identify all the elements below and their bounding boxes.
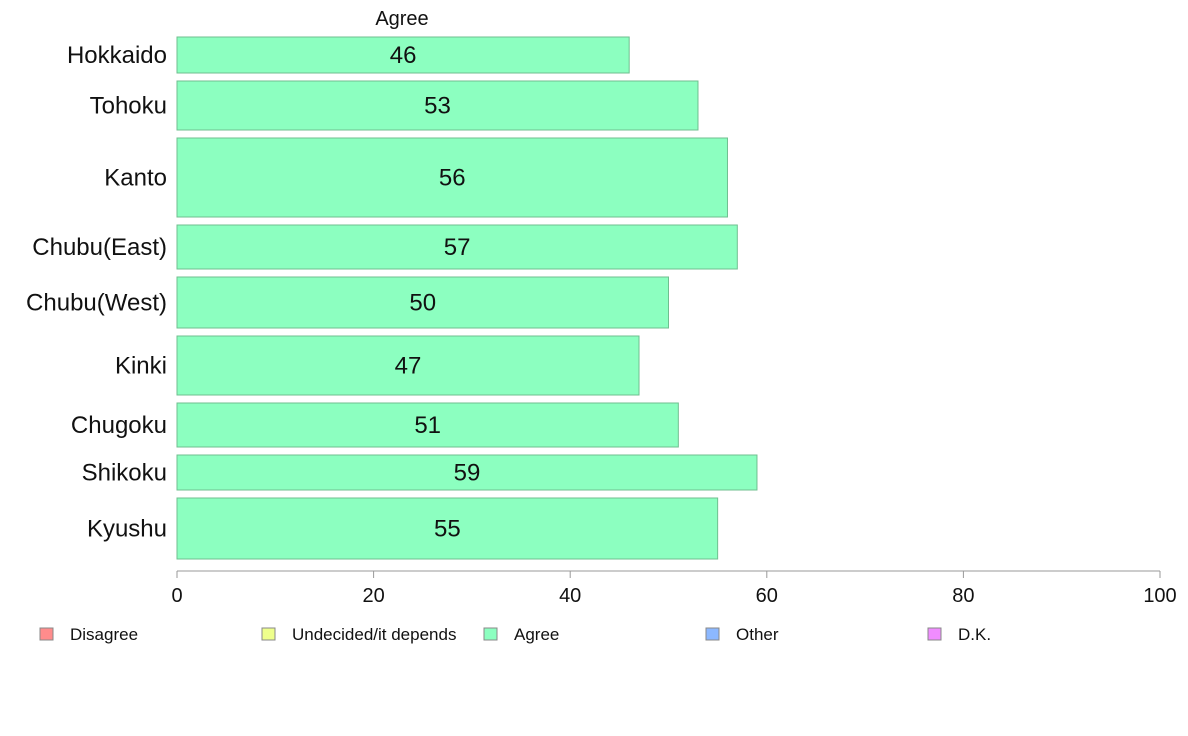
bar-chubu-east — [176, 224, 738, 270]
data-label: 59 — [454, 460, 481, 487]
bar-kyushu — [176, 497, 719, 560]
x-tick-label: 100 — [1143, 585, 1176, 607]
category-label: Hokkaido — [67, 42, 167, 69]
bar-kinki — [176, 335, 640, 396]
data-label: 51 — [414, 412, 441, 439]
chart-title: Agree — [375, 8, 428, 30]
data-label: 57 — [444, 234, 471, 261]
x-tick-label: 80 — [952, 585, 974, 607]
x-axis: 0 20 40 60 80 100 — [171, 570, 1177, 607]
category-label: Chubu(West) — [26, 290, 167, 317]
legend-swatch — [927, 627, 942, 641]
category-label: Chugoku — [71, 412, 167, 439]
bar-kanto — [176, 137, 728, 218]
bar-hokkaido — [176, 36, 630, 74]
bar-chubu-west — [176, 276, 669, 329]
bars-group: Hokkaido 46 Tohoku 53 Kanto 56 Chubu(East) 57 Ch… — [26, 36, 758, 560]
category-label: Kanto — [104, 165, 167, 192]
x-tick-label: 60 — [756, 585, 778, 607]
x-tick-label: 0 — [171, 585, 182, 607]
bar-tohoku — [176, 80, 699, 131]
legend-swatch — [261, 627, 276, 641]
category-label: Chubu(East) — [32, 234, 167, 261]
legend-label: Undecided/it depends — [292, 625, 456, 644]
category-label: Tohoku — [90, 93, 167, 120]
data-label: 56 — [439, 165, 466, 192]
x-tick-label: 40 — [559, 585, 581, 607]
legend-swatch — [483, 627, 498, 641]
legend-label: Disagree — [70, 625, 138, 644]
bar-shikoku — [176, 454, 758, 491]
legend: Disagree Undecided/it depends Agree Other D.… — [39, 625, 991, 644]
data-label: 47 — [395, 353, 422, 380]
x-tick-label: 20 — [362, 585, 384, 607]
category-label: Kyushu — [87, 516, 167, 543]
data-label: 53 — [424, 93, 451, 120]
legend-swatch — [39, 627, 54, 641]
category-label: Shikoku — [82, 460, 167, 487]
data-label: 55 — [434, 516, 461, 543]
data-label: 46 — [390, 42, 417, 69]
legend-label: Other — [736, 625, 779, 644]
legend-label: Agree — [514, 625, 559, 644]
legend-swatch — [705, 627, 720, 641]
data-label: 50 — [409, 290, 436, 317]
bar-chugoku — [176, 402, 679, 448]
legend-label: D.K. — [958, 625, 991, 644]
category-label: Kinki — [115, 353, 167, 380]
